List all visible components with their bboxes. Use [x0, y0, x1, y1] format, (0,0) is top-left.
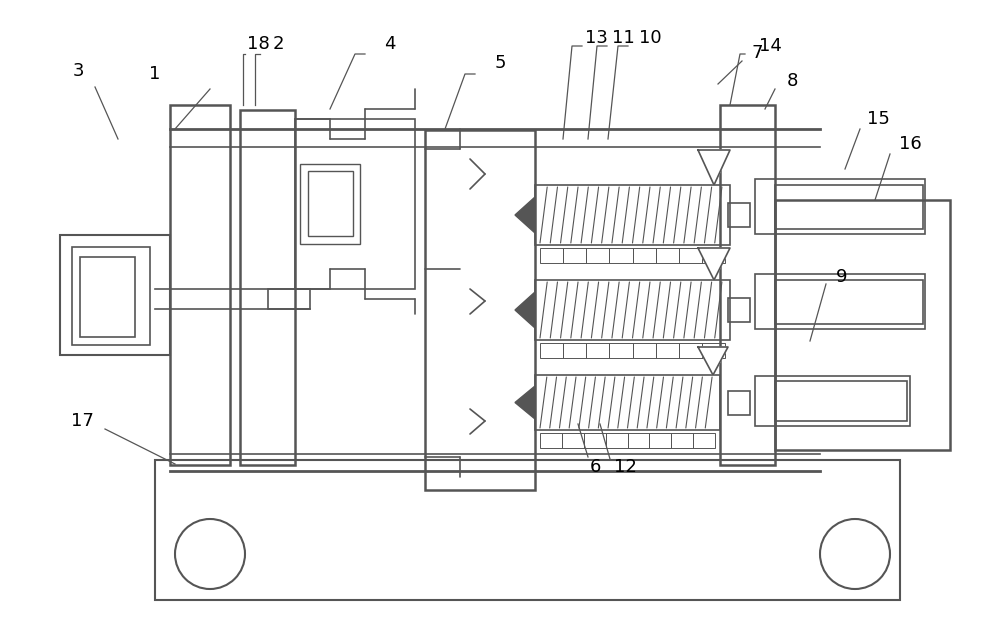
- Text: 15: 15: [867, 110, 889, 128]
- Polygon shape: [698, 347, 728, 375]
- Polygon shape: [515, 386, 535, 419]
- Bar: [240, 110, 295, 465]
- Text: 13: 13: [585, 29, 607, 47]
- Text: 16: 16: [899, 135, 921, 153]
- Bar: [155, 460, 900, 600]
- Bar: [775, 280, 923, 324]
- Text: 7: 7: [751, 44, 763, 62]
- Bar: [649, 433, 671, 448]
- Bar: [775, 381, 907, 421]
- Bar: [170, 105, 230, 465]
- Text: 9: 9: [836, 268, 848, 286]
- Bar: [633, 248, 656, 263]
- Bar: [563, 248, 586, 263]
- Bar: [656, 248, 679, 263]
- Bar: [633, 343, 656, 358]
- Bar: [540, 433, 562, 448]
- Bar: [720, 105, 775, 465]
- Bar: [671, 433, 693, 448]
- Polygon shape: [515, 292, 535, 328]
- Bar: [628, 433, 649, 448]
- Bar: [702, 343, 725, 358]
- Bar: [80, 257, 135, 337]
- Bar: [300, 164, 360, 244]
- Bar: [755, 179, 925, 234]
- Text: 17: 17: [71, 412, 93, 430]
- Text: 4: 4: [384, 35, 396, 53]
- Bar: [425, 130, 535, 490]
- Text: 14: 14: [759, 37, 781, 55]
- Bar: [679, 343, 702, 358]
- Bar: [606, 433, 628, 448]
- Text: 18: 18: [247, 35, 269, 53]
- Bar: [679, 248, 702, 263]
- Bar: [586, 343, 609, 358]
- Bar: [535, 185, 730, 245]
- Bar: [60, 235, 170, 355]
- Bar: [584, 433, 606, 448]
- Bar: [562, 433, 584, 448]
- Bar: [728, 203, 750, 227]
- Bar: [702, 248, 725, 263]
- Bar: [775, 200, 950, 450]
- Polygon shape: [698, 150, 730, 185]
- Bar: [268, 289, 310, 309]
- Polygon shape: [698, 248, 730, 280]
- Bar: [586, 248, 609, 263]
- Polygon shape: [515, 197, 535, 233]
- Bar: [775, 185, 923, 229]
- Bar: [72, 247, 150, 345]
- Text: 8: 8: [786, 72, 798, 90]
- Bar: [728, 298, 750, 322]
- Bar: [755, 376, 910, 426]
- Text: 5: 5: [494, 54, 506, 72]
- Bar: [535, 280, 730, 340]
- Bar: [540, 343, 563, 358]
- Text: 3: 3: [72, 62, 84, 80]
- Text: 11: 11: [612, 29, 634, 47]
- Bar: [308, 171, 353, 236]
- Bar: [693, 433, 715, 448]
- Text: 1: 1: [149, 65, 161, 83]
- Text: 12: 12: [614, 458, 636, 476]
- Bar: [609, 343, 633, 358]
- Bar: [563, 343, 586, 358]
- Bar: [755, 274, 925, 329]
- Bar: [535, 375, 720, 430]
- Bar: [609, 248, 633, 263]
- Bar: [295, 119, 415, 289]
- Text: 10: 10: [639, 29, 661, 47]
- Bar: [656, 343, 679, 358]
- Bar: [540, 248, 563, 263]
- Text: 6: 6: [589, 458, 601, 476]
- Text: 2: 2: [272, 35, 284, 53]
- Bar: [728, 391, 750, 415]
